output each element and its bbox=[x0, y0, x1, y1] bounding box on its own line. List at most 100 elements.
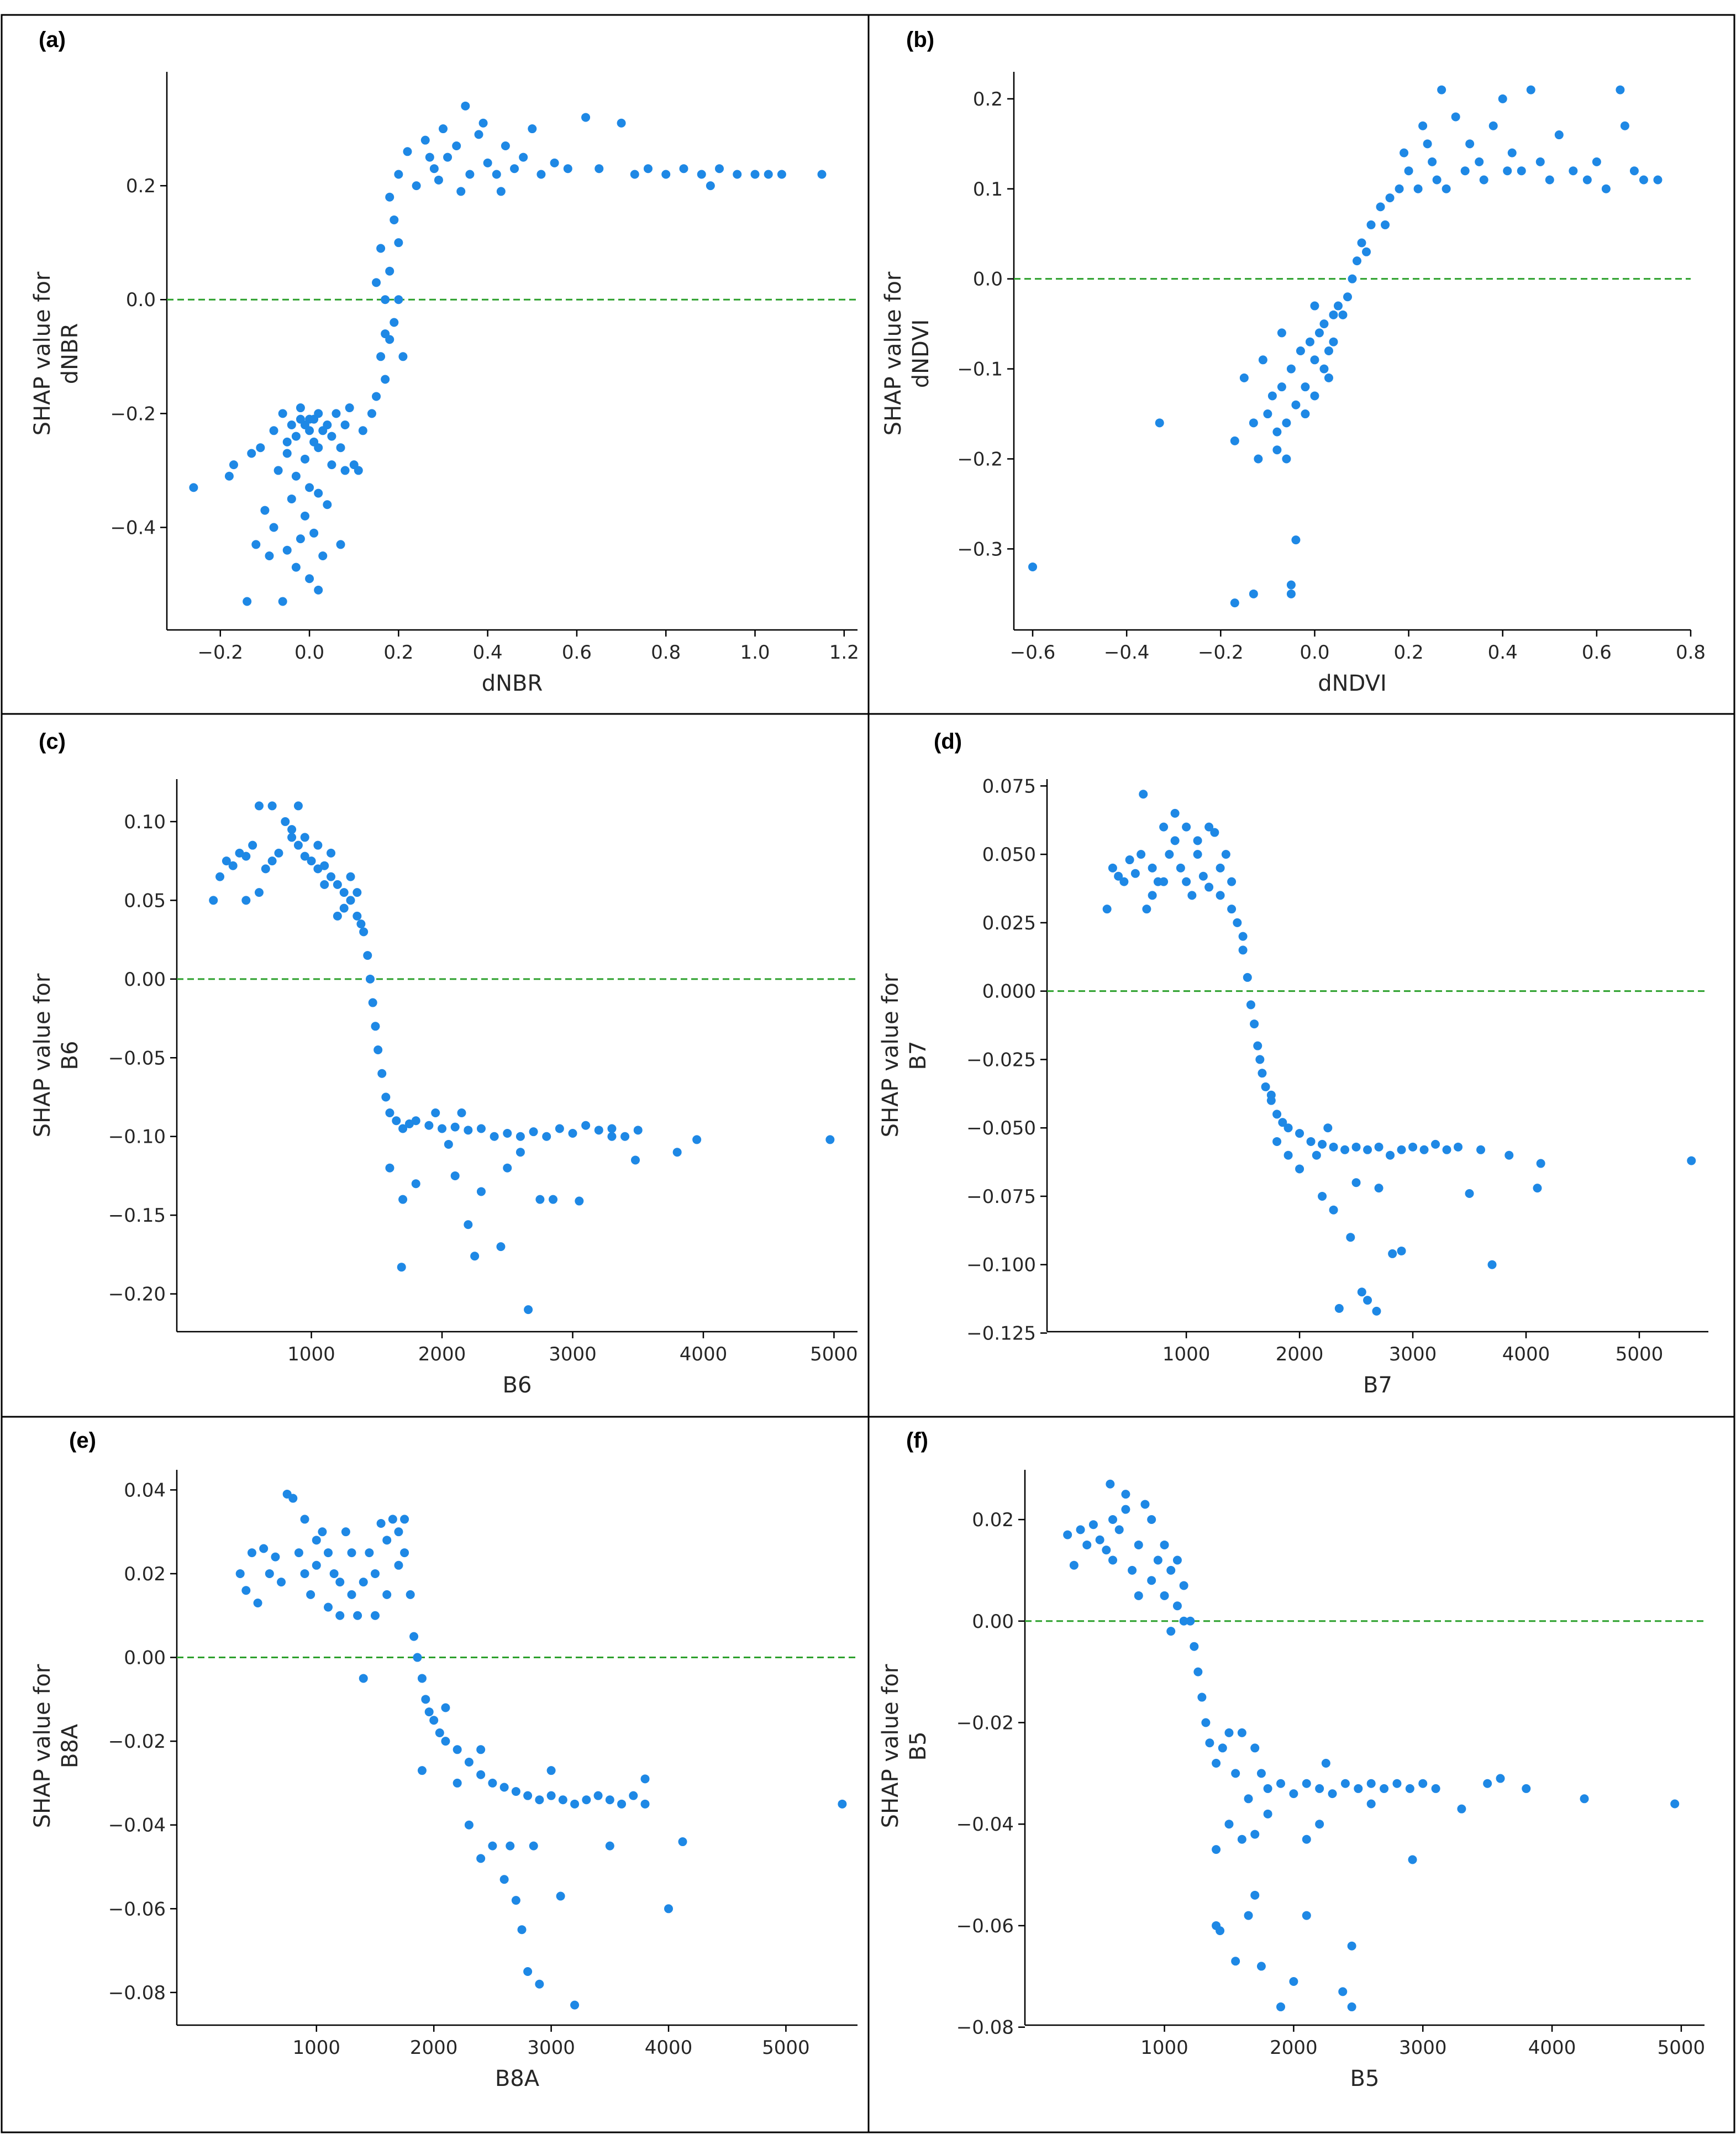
data-point bbox=[1442, 184, 1451, 193]
data-point bbox=[1545, 175, 1554, 185]
data-point bbox=[1431, 1784, 1440, 1793]
data-point bbox=[431, 1108, 440, 1117]
data-point bbox=[368, 998, 377, 1007]
data-point bbox=[241, 1586, 251, 1595]
data-point bbox=[1324, 346, 1333, 355]
data-point bbox=[1388, 1249, 1397, 1258]
data-point bbox=[1170, 836, 1180, 845]
data-point bbox=[403, 147, 412, 156]
data-point bbox=[1363, 1145, 1372, 1154]
data-point bbox=[1221, 850, 1230, 859]
y-axis-label-line1: SHAP value for bbox=[878, 1664, 903, 1828]
data-point bbox=[1670, 1799, 1680, 1809]
data-point bbox=[1172, 1555, 1182, 1565]
data-point bbox=[465, 170, 475, 179]
data-point bbox=[1134, 1540, 1143, 1549]
data-point bbox=[1193, 850, 1202, 859]
data-point bbox=[1108, 1515, 1118, 1525]
x-tick-label: 2000 bbox=[418, 1343, 466, 1365]
data-point bbox=[1230, 598, 1239, 608]
data-point bbox=[346, 896, 355, 905]
data-point bbox=[336, 443, 345, 453]
data-point bbox=[1261, 1082, 1270, 1091]
data-point bbox=[425, 153, 434, 162]
data-point bbox=[607, 1124, 617, 1133]
data-point bbox=[542, 1132, 551, 1141]
data-point bbox=[1319, 364, 1329, 374]
data-point bbox=[1283, 1123, 1293, 1133]
data-point bbox=[1267, 391, 1277, 401]
x-tick-label: 2000 bbox=[410, 2037, 458, 2059]
data-point bbox=[1176, 863, 1185, 872]
data-point bbox=[424, 1707, 434, 1717]
data-point bbox=[1276, 2002, 1286, 2011]
data-point bbox=[1237, 1835, 1246, 1844]
data-point bbox=[1076, 1525, 1085, 1534]
data-point bbox=[453, 1745, 462, 1754]
data-point bbox=[247, 1548, 256, 1558]
data-point bbox=[359, 1674, 368, 1683]
data-point bbox=[556, 1891, 565, 1901]
data-point bbox=[1374, 1184, 1383, 1193]
data-point bbox=[1140, 1500, 1150, 1509]
data-point bbox=[640, 1799, 650, 1809]
data-point bbox=[501, 141, 510, 150]
x-tick-label: 3000 bbox=[1389, 1343, 1437, 1365]
data-point bbox=[372, 392, 381, 401]
data-point bbox=[777, 170, 786, 179]
data-point bbox=[678, 1837, 687, 1847]
data-point bbox=[394, 1527, 403, 1537]
y-tick-label: 0.1 bbox=[973, 178, 1003, 201]
data-point bbox=[305, 574, 314, 584]
data-point bbox=[568, 1129, 577, 1138]
x-tick-label: 0.2 bbox=[1394, 642, 1424, 664]
data-point bbox=[209, 896, 218, 905]
panel-label-f: (f) bbox=[906, 1428, 928, 1453]
data-point bbox=[1147, 1515, 1156, 1525]
data-point bbox=[1179, 1581, 1188, 1590]
data-point bbox=[1333, 301, 1343, 311]
data-point bbox=[1328, 1789, 1337, 1799]
data-point bbox=[1266, 1090, 1276, 1100]
data-point bbox=[420, 135, 430, 145]
data-point bbox=[1301, 409, 1310, 419]
data-point bbox=[1301, 382, 1310, 392]
data-point bbox=[1276, 1779, 1286, 1788]
x-tick-label: 3000 bbox=[1399, 2037, 1447, 2059]
data-point bbox=[1254, 454, 1263, 464]
data-point bbox=[1400, 148, 1409, 157]
data-point bbox=[1272, 1137, 1282, 1146]
data-point bbox=[1249, 589, 1258, 598]
data-point bbox=[1230, 436, 1239, 445]
data-point bbox=[1256, 1769, 1266, 1778]
data-point bbox=[400, 1548, 409, 1558]
data-point bbox=[1366, 1799, 1376, 1809]
data-point bbox=[1329, 1205, 1338, 1215]
data-point bbox=[253, 1599, 262, 1608]
data-point bbox=[287, 420, 296, 429]
x-tick-label: 1000 bbox=[1162, 1343, 1211, 1365]
x-tick-label: 0.0 bbox=[1300, 642, 1329, 664]
x-tick-label: 1000 bbox=[287, 1343, 335, 1365]
data-point bbox=[605, 1841, 614, 1851]
data-point bbox=[483, 158, 492, 167]
data-point bbox=[453, 1778, 462, 1788]
data-point bbox=[248, 840, 257, 850]
data-point bbox=[1277, 382, 1286, 392]
y-tick-label: −0.05 bbox=[108, 1047, 166, 1069]
data-point bbox=[1318, 1191, 1327, 1201]
data-point bbox=[523, 1967, 533, 1976]
data-point bbox=[439, 124, 448, 134]
data-point bbox=[1134, 1591, 1143, 1600]
data-point bbox=[1069, 1560, 1079, 1570]
data-point bbox=[1319, 319, 1329, 329]
data-point bbox=[241, 896, 251, 905]
data-point bbox=[1329, 1142, 1338, 1152]
data-point bbox=[1413, 184, 1423, 193]
data-point bbox=[1323, 1123, 1333, 1133]
data-point bbox=[394, 1560, 403, 1570]
data-point bbox=[359, 1578, 368, 1587]
data-point bbox=[519, 153, 528, 162]
data-point bbox=[359, 927, 369, 937]
data-point bbox=[1148, 891, 1157, 900]
